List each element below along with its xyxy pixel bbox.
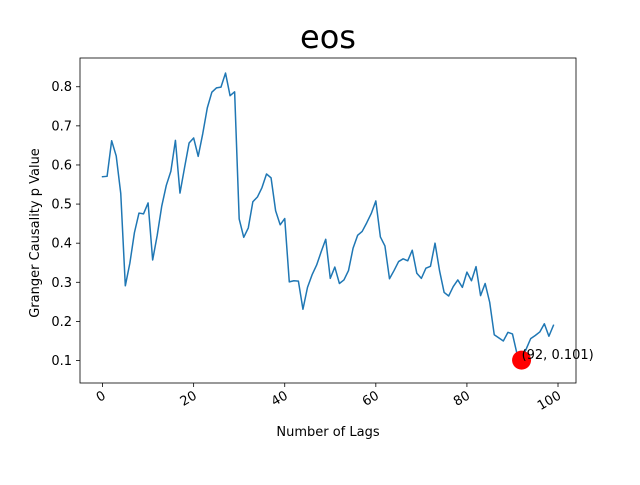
x-axis-label: Number of Lags <box>276 425 379 440</box>
x-tick-label-60: 60 <box>360 388 382 409</box>
y-tick-label-0.6: 0.6 <box>51 158 72 173</box>
y-tick-label-0.7: 0.7 <box>51 119 72 134</box>
y-tick-label-0.5: 0.5 <box>51 198 72 213</box>
plot-frame <box>79 57 577 384</box>
y-tick-label-0.1: 0.1 <box>51 354 72 369</box>
chart-title: eos <box>300 18 356 56</box>
y-tick-label-0.3: 0.3 <box>51 276 72 291</box>
highlight-point <box>512 350 532 370</box>
chart-marks: (92, 0.101)0 20 40 60 80 1000.10.20.30.40.50.… <box>51 57 594 414</box>
y-tick-label-0.2: 0.2 <box>51 315 72 330</box>
series-line-0 <box>101 72 555 361</box>
y-axis-label: Granger Causality p Value <box>28 148 43 318</box>
x-tick-label-20: 20 <box>178 388 200 409</box>
y-tick-label-0.8: 0.8 <box>51 80 72 95</box>
y-tick-label-0.4: 0.4 <box>51 237 72 252</box>
x-tick-label-40: 40 <box>269 388 291 409</box>
highlight-label: (92, 0.101) <box>522 348 594 363</box>
x-tick-label-80: 80 <box>451 388 473 409</box>
